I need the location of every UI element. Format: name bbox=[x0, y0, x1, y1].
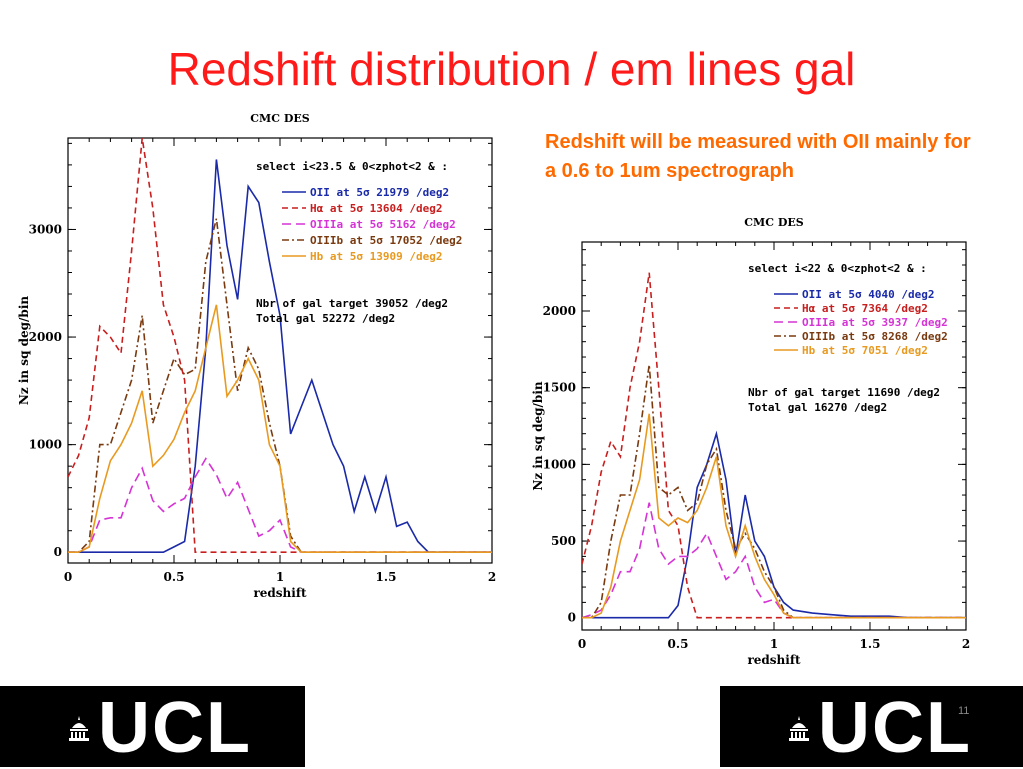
legend-entry: OIIIa at 5σ 5162 /deg2 bbox=[310, 218, 456, 231]
series-line-3 bbox=[582, 364, 966, 619]
legend-entry: Hα at 5σ 7364 /deg2 bbox=[802, 302, 928, 315]
y-tick-label: 1000 bbox=[29, 438, 62, 452]
ucl-logo-text: UCL bbox=[98, 688, 252, 768]
info-text: Total gal 16270 /deg2 bbox=[748, 401, 887, 414]
x-tick-label: 2 bbox=[962, 637, 970, 651]
slide-note: Redshift will be measured with OII mainl… bbox=[545, 131, 971, 182]
x-axis-label: redshift bbox=[253, 586, 307, 600]
legend-entry: OII at 5σ 4040 /deg2 bbox=[802, 288, 934, 301]
y-tick-label: 0 bbox=[568, 611, 576, 625]
info-text: Nbr of gal target 39052 /deg2 bbox=[256, 297, 448, 310]
page-number: 11 bbox=[958, 705, 970, 717]
legend-entry: OIIIb at 5σ 8268 /deg2 bbox=[802, 330, 948, 343]
series-line-4 bbox=[582, 413, 966, 619]
x-tick-label: 0 bbox=[578, 637, 586, 651]
building-dome-icon bbox=[789, 716, 809, 741]
chart-title: CMC DES bbox=[250, 112, 309, 125]
selection-text: select i<23.5 & 0<zphot<2 & : bbox=[256, 160, 448, 173]
x-tick-label: 1.5 bbox=[860, 637, 881, 651]
ucl-logo-right: UCL bbox=[720, 686, 1023, 768]
info-text: Total gal 52272 /deg2 bbox=[256, 312, 395, 325]
y-tick-label: 1500 bbox=[543, 381, 576, 395]
series-line-0 bbox=[582, 430, 966, 619]
series-line-1 bbox=[68, 138, 492, 554]
ucl-logo-left: UCL bbox=[0, 686, 305, 768]
chart-title: CMC DES bbox=[744, 216, 803, 229]
building-dome-icon bbox=[69, 716, 89, 741]
series-line-2 bbox=[582, 502, 966, 619]
x-tick-label: 1 bbox=[770, 637, 778, 651]
legend-entry: Hα at 5σ 13604 /deg2 bbox=[310, 202, 442, 215]
series-line-4 bbox=[68, 304, 492, 554]
redshift-chart-deep: CMC DES 0 0.5 1 1.5 2 0 1000 2000 3000 redshift Nz … bbox=[17, 112, 496, 600]
ucl-logo-text: UCL bbox=[818, 688, 972, 768]
x-tick-label: 1.5 bbox=[376, 570, 397, 584]
y-tick-label: 2000 bbox=[543, 304, 576, 318]
series-line-2 bbox=[68, 457, 492, 554]
slide-title: Redshift distribution / em lines gal bbox=[167, 43, 856, 95]
info-text: Nbr of gal target 11690 /deg2 bbox=[748, 386, 940, 399]
y-axis-label: Nz in sq deg/bin bbox=[531, 381, 545, 490]
x-tick-label: 2 bbox=[488, 570, 496, 584]
x-tick-label: 1 bbox=[276, 570, 284, 584]
legend-entry: Hb at 5σ 7051 /deg2 bbox=[802, 344, 928, 357]
y-tick-label: 3000 bbox=[29, 222, 62, 236]
x-tick-label: 0.5 bbox=[668, 637, 689, 651]
y-tick-label: 500 bbox=[551, 534, 576, 548]
legend-entry: OII at 5σ 21979 /deg2 bbox=[310, 186, 449, 199]
legend-entry: Hb at 5σ 13909 /deg2 bbox=[310, 250, 442, 263]
redshift-chart-bright: CMC DES 0 0.5 1 1.5 2 0 500 1000 1500 2000 redshift… bbox=[531, 216, 970, 667]
selection-text: select i<22 & 0<zphot<2 & : bbox=[748, 262, 927, 275]
legend-entry: OIIIa at 5σ 3937 /deg2 bbox=[802, 316, 948, 329]
series-line-1 bbox=[582, 272, 966, 619]
x-axis-label: redshift bbox=[747, 653, 801, 667]
x-tick-label: 0 bbox=[64, 570, 72, 584]
y-tick-label: 2000 bbox=[29, 330, 62, 344]
y-tick-label: 1000 bbox=[543, 457, 576, 471]
y-axis-label: Nz in sq deg/bin bbox=[17, 296, 31, 405]
x-tick-label: 0.5 bbox=[164, 570, 185, 584]
y-tick-label: 0 bbox=[54, 545, 62, 559]
series-line-0 bbox=[68, 159, 492, 554]
legend-entry: OIIIb at 5σ 17052 /deg2 bbox=[310, 234, 462, 247]
series-line-3 bbox=[68, 218, 492, 554]
